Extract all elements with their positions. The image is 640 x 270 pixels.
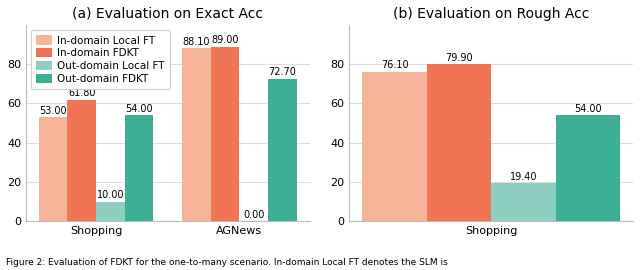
Text: 54.00: 54.00 [125,104,153,114]
Text: 89.00: 89.00 [211,35,239,45]
Text: 61.80: 61.80 [68,88,95,98]
Bar [182,48,211,221]
Text: 76.10: 76.10 [381,60,408,70]
Text: 0.00: 0.00 [243,210,264,220]
Bar [96,202,125,221]
Text: 79.90: 79.90 [445,53,473,63]
Bar [39,117,67,221]
Legend: In-domain Local FT, In-domain FDKT, Out-domain Local FT, Out-domain FDKT: In-domain Local FT, In-domain FDKT, Out-… [31,30,170,89]
Title: (a) Evaluation on Exact Acc: (a) Evaluation on Exact Acc [72,7,263,21]
Text: Figure 2: Evaluation of FDKT for the one-to-many scenario. In-domain Local FT de: Figure 2: Evaluation of FDKT for the one… [6,258,448,267]
Title: (b) Evaluation on Rough Acc: (b) Evaluation on Rough Acc [393,7,589,21]
Bar [492,183,556,221]
Bar [125,115,154,221]
Text: 10.00: 10.00 [97,190,124,200]
Bar [211,46,239,221]
Bar [67,100,96,221]
Text: 54.00: 54.00 [574,104,602,114]
Text: 72.70: 72.70 [268,67,296,77]
Bar [427,64,492,221]
Bar [556,115,620,221]
Text: 53.00: 53.00 [39,106,67,116]
Text: 19.40: 19.40 [509,172,537,182]
Text: 88.10: 88.10 [182,37,210,47]
Bar [362,72,427,221]
Bar [268,79,297,221]
